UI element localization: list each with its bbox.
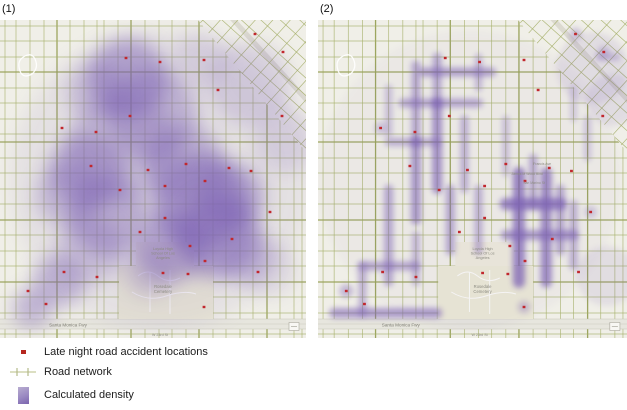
svg-text:San Marino St: San Marino St bbox=[523, 181, 545, 185]
svg-text:Angeles: Angeles bbox=[156, 256, 170, 260]
panel-2-label: (2) bbox=[320, 3, 334, 15]
legend-label-road-network: Road network bbox=[44, 366, 112, 378]
svg-text:School Of Los: School Of Los bbox=[151, 252, 175, 256]
map-2-network-density: Loyola High School Of Los Angeles Rosedale C… bbox=[318, 20, 627, 338]
map-panel-1: (1) Loyola High School Of Los Angeles Rosed… bbox=[0, 0, 306, 338]
attribution-icon bbox=[288, 322, 300, 331]
svg-text:Rosedale: Rosedale bbox=[154, 284, 172, 289]
svg-text:W 23rd St: W 23rd St bbox=[472, 333, 488, 337]
svg-text:Loyola High: Loyola High bbox=[153, 247, 173, 251]
svg-text:Francis Ave: Francis Ave bbox=[533, 162, 551, 166]
legend-label-density: Calculated density bbox=[44, 389, 134, 401]
park-outline bbox=[336, 54, 356, 77]
legend-row-accidents: Late night road accident locations bbox=[0, 342, 340, 362]
panel-1-label: (1) bbox=[2, 3, 16, 15]
map-panel-2: (2) Loyola High School Of Los Angeles Rosed… bbox=[318, 0, 627, 338]
legend-label-accidents: Late night road accident locations bbox=[44, 346, 208, 358]
svg-text:Cemetery: Cemetery bbox=[154, 289, 173, 294]
svg-text:Angeles: Angeles bbox=[476, 256, 490, 260]
density-swatch-icon bbox=[8, 386, 38, 404]
legend: Late night road accident locations Road … bbox=[0, 342, 340, 406]
svg-text:School Of Los: School Of Los bbox=[471, 252, 495, 256]
accident-point-icon bbox=[8, 350, 38, 354]
density-layer bbox=[318, 28, 627, 330]
attribution-icon bbox=[609, 322, 621, 331]
svg-text:Santa Monica Fwy: Santa Monica Fwy bbox=[49, 323, 87, 328]
svg-text:Cemetery: Cemetery bbox=[473, 289, 492, 294]
svg-text:W 23rd St: W 23rd St bbox=[152, 333, 168, 337]
park-outline bbox=[18, 54, 38, 77]
accident-points-layer bbox=[344, 32, 606, 309]
svg-text:Rosedale: Rosedale bbox=[474, 284, 493, 289]
map-1-planar-density: Loyola High School Of Los Angeles Rosedale C… bbox=[0, 20, 306, 338]
accident-points-layer bbox=[26, 32, 285, 309]
svg-text:James M Wood Blvd: James M Wood Blvd bbox=[511, 172, 542, 176]
legend-row-road-network: Road network bbox=[0, 362, 340, 382]
legend-row-density: Calculated density bbox=[0, 384, 340, 406]
road-network-icon bbox=[8, 366, 38, 378]
svg-text:Loyola High: Loyola High bbox=[473, 247, 493, 251]
svg-text:Santa Monica Fwy: Santa Monica Fwy bbox=[382, 323, 421, 328]
